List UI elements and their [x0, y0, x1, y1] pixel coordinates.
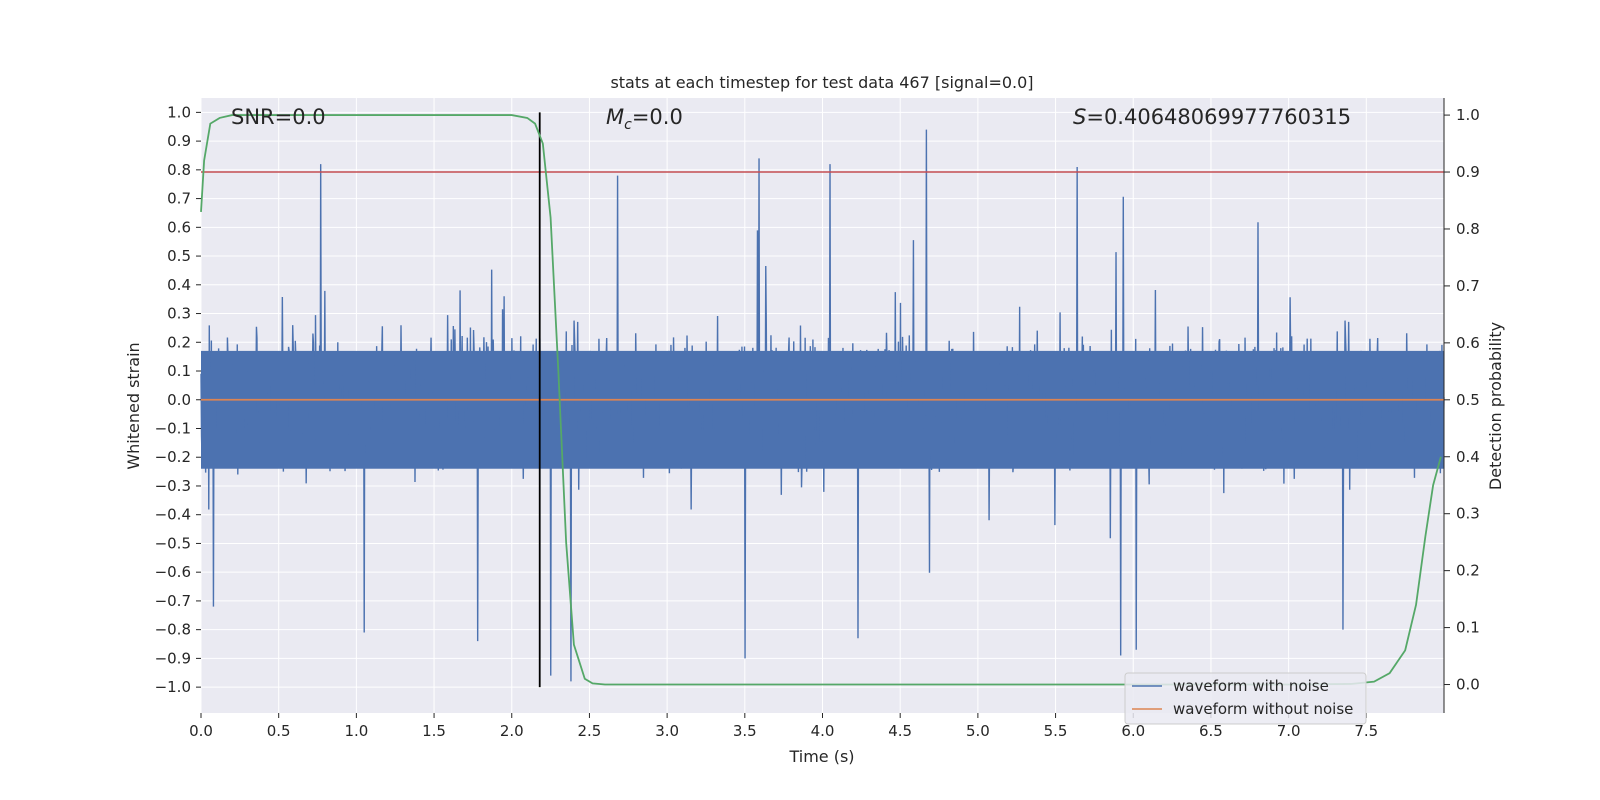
y-tick-label: 0.3 — [167, 305, 191, 323]
y-tick-label: −0.1 — [155, 419, 191, 437]
mc-symbol: M — [606, 105, 624, 129]
x-tick-label: 3.0 — [655, 722, 679, 740]
s-symbol: S — [1073, 105, 1086, 129]
x-tick-label: 7.5 — [1354, 722, 1378, 740]
legend-label-without-noise: waveform without noise — [1173, 700, 1353, 718]
mc-annotation: Mc=0.0 — [606, 105, 683, 133]
y-tick-label: −0.9 — [155, 649, 191, 667]
mc-subscript: c — [624, 117, 632, 133]
x-tick-label: 5.5 — [1044, 722, 1068, 740]
y-tick-label: −0.5 — [155, 534, 191, 552]
chart-title: stats at each timestep for test data 467… — [610, 73, 1033, 92]
x-axis-label: Time (s) — [788, 747, 854, 766]
x-tick-label: 6.0 — [1121, 722, 1145, 740]
y-tick-label: 0.7 — [167, 190, 191, 208]
legend-box — [1124, 672, 1367, 725]
y-tick-label: −0.2 — [155, 448, 191, 466]
y2-axis-label: Detection probability — [1486, 322, 1505, 490]
y2-tick-label: 0.9 — [1456, 163, 1480, 181]
x-tick-label: 4.0 — [811, 722, 835, 740]
x-tick-label: 2.0 — [500, 722, 524, 740]
waveform-with-noise-series — [200, 129, 1445, 682]
x-tick-label: 6.5 — [1199, 722, 1223, 740]
x-tick-label: 1.5 — [422, 722, 446, 740]
legend: waveform with noise waveform without noi… — [1124, 672, 1367, 725]
y-tick-label: −0.8 — [155, 621, 191, 639]
x-tick-label: 2.5 — [578, 722, 602, 740]
y-tick-label: 0.6 — [167, 218, 191, 236]
snr-annotation: SNR=0.0 — [231, 105, 326, 129]
y-axis-ticks: 1.0 0.9 0.8 0.7 0.6 0.5 0.4 0.3 0.2 0.1 0.0 −0.1 −0.… — [155, 103, 201, 696]
y2-tick-label: 0.8 — [1456, 220, 1480, 238]
x-tick-label: 5.0 — [966, 722, 990, 740]
x-tick-label: 7.0 — [1277, 722, 1301, 740]
x-tick-label: 3.5 — [733, 722, 757, 740]
x-axis-ticks: 0.0 0.5 1.0 1.5 2.0 2.5 3.0 3.5 4.0 4.5 5.0 5.5 6.0 6… — [189, 713, 1378, 740]
y2-tick-label: 0.1 — [1456, 619, 1480, 637]
y-tick-label: −0.6 — [155, 563, 191, 581]
y2-tick-label: 0.4 — [1456, 448, 1480, 466]
detection-probability-line — [200, 114, 1442, 686]
x-tick-label: 0.5 — [267, 722, 291, 740]
y2-axis-ticks: 1.0 0.9 0.8 0.7 0.6 0.5 0.4 0.3 0.2 0.1 0.0 — [1444, 106, 1480, 694]
y-tick-label: 0.4 — [167, 276, 191, 294]
legend-label-with-noise: waveform with noise — [1173, 677, 1329, 695]
y-tick-label: −0.4 — [155, 506, 191, 524]
y2-tick-label: 0.6 — [1456, 334, 1480, 352]
y2-tick-label: 0.5 — [1456, 391, 1480, 409]
y-tick-label: 1.0 — [167, 103, 191, 121]
s-annotation: S=0.40648069977760315 — [1073, 105, 1351, 129]
y2-tick-label: 0.0 — [1456, 676, 1480, 694]
y-tick-label: −0.7 — [155, 592, 191, 610]
y-tick-label: 0.8 — [167, 161, 191, 179]
x-tick-label: 1.0 — [344, 722, 368, 740]
y2-tick-label: 0.2 — [1456, 562, 1480, 580]
y-tick-label: 0.0 — [167, 391, 191, 409]
noise-trace — [200, 129, 1445, 682]
y2-tick-label: 1.0 — [1456, 106, 1480, 124]
mc-value: =0.0 — [632, 105, 683, 129]
y-tick-label: −1.0 — [155, 678, 191, 696]
y2-tick-label: 0.3 — [1456, 505, 1480, 523]
s-value: =0.40648069977760315 — [1086, 105, 1351, 129]
x-tick-label: 0.0 — [189, 722, 213, 740]
y-axis-label: Whitened strain — [124, 342, 143, 469]
x-tick-label: 4.5 — [888, 722, 912, 740]
y-tick-label: 0.5 — [167, 247, 191, 265]
y-tick-label: 0.9 — [167, 132, 191, 150]
y-tick-label: 0.1 — [167, 362, 191, 380]
y2-tick-label: 0.7 — [1456, 277, 1480, 295]
y-tick-label: −0.3 — [155, 477, 191, 495]
y-tick-label: 0.2 — [167, 333, 191, 351]
